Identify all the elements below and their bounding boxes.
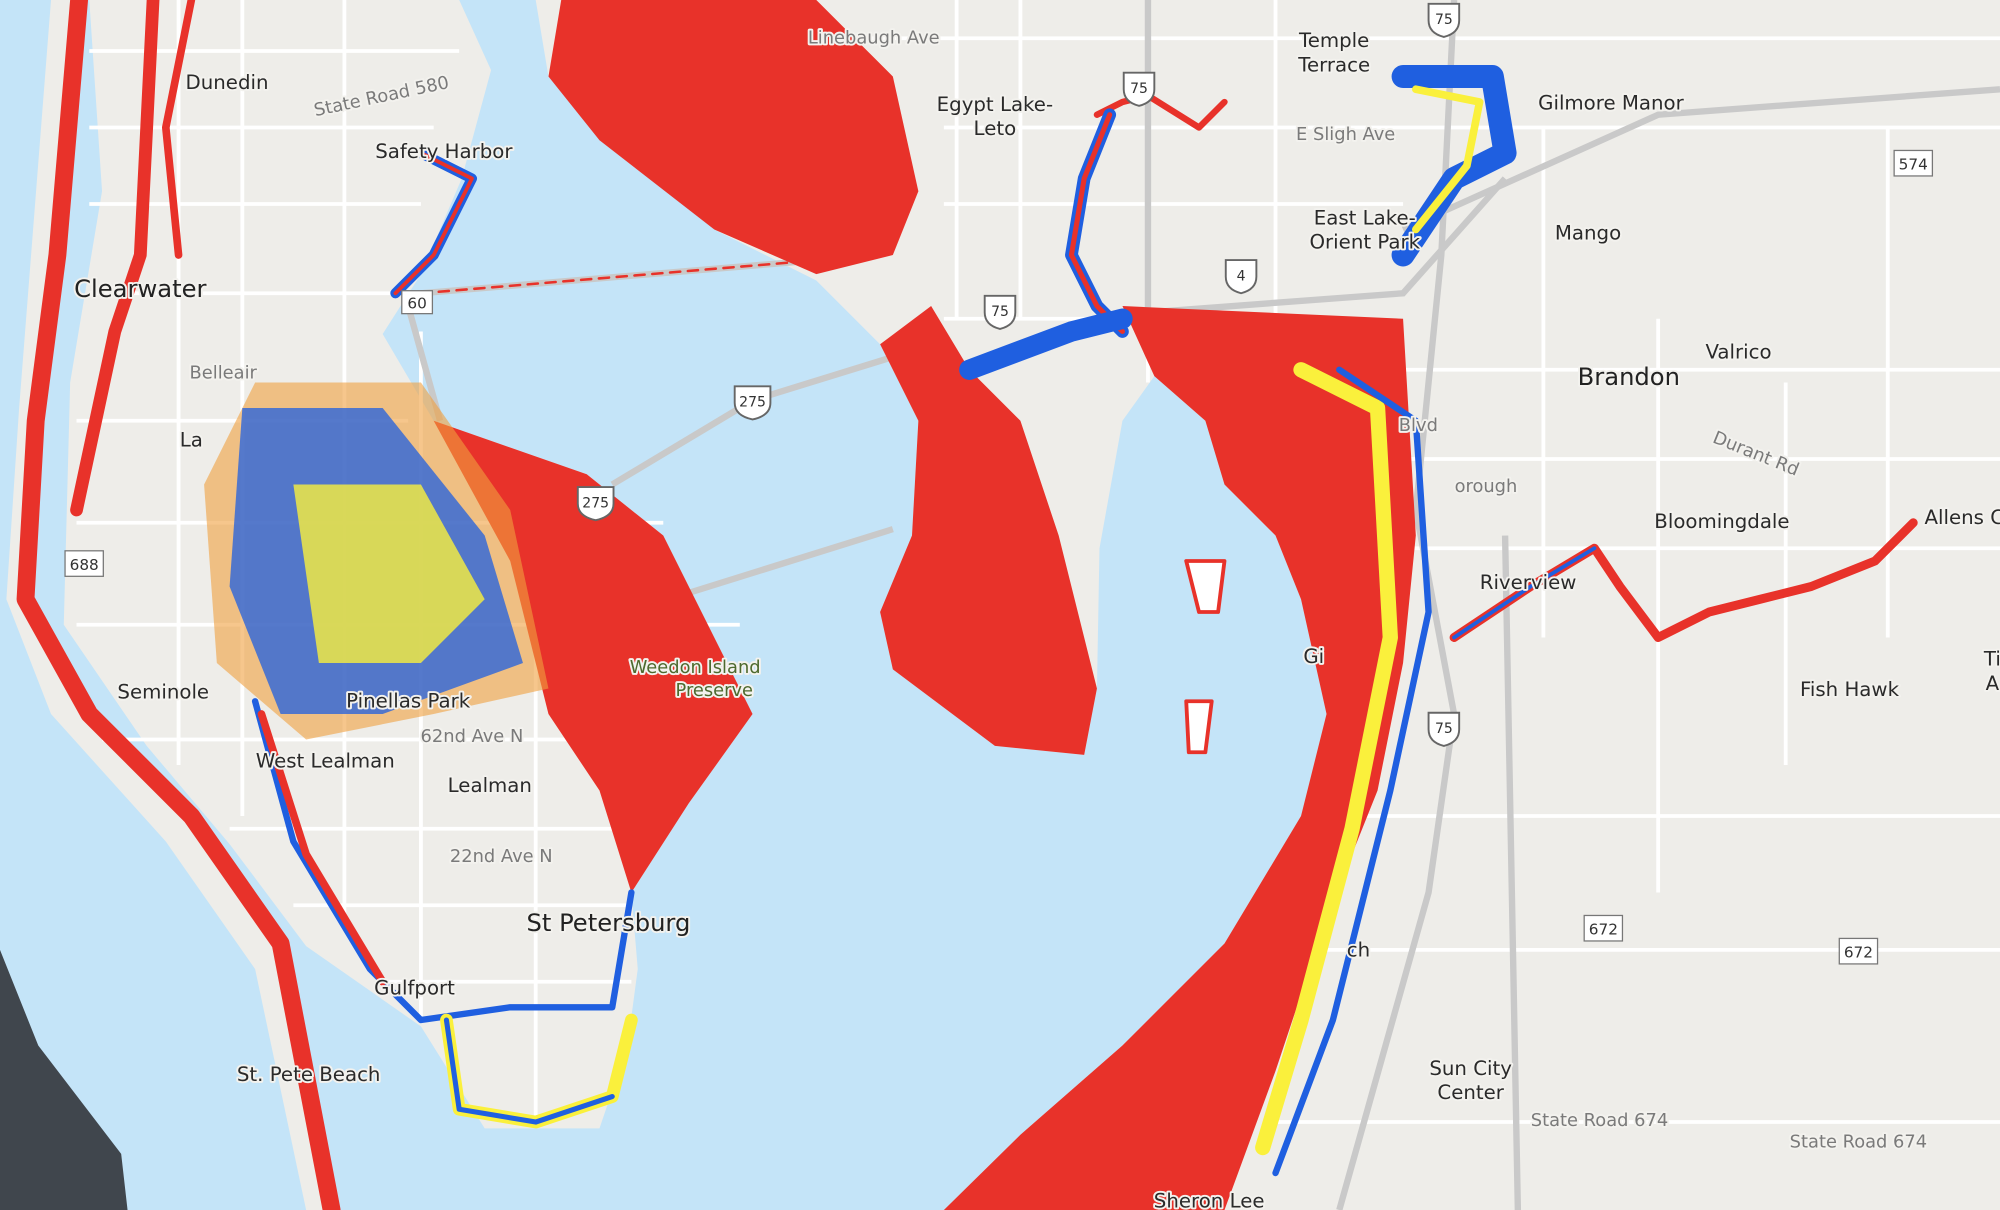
flood-zone-interbay [880,306,1097,755]
label-st-pete-beach: St. Pete Beach [237,1063,381,1086]
label-hillsborough: orough [1455,476,1518,497]
svg-text:275: 275 [739,395,766,411]
svg-text:75: 75 [1130,81,1148,97]
label-center: Center [1437,1081,1504,1104]
label-preserve: Preserve [676,680,754,701]
label-clearwater: Clearwater [74,275,206,303]
label-fish-hawk: Fish Hawk [1800,678,1900,701]
state-road-672-shield-a: 672 [1583,914,1624,942]
flood-zone-east-bay [943,306,1416,1210]
svg-text:60: 60 [407,295,426,313]
svg-text:688: 688 [70,556,99,574]
label-temple: Temple [1298,29,1369,52]
svg-text:75: 75 [1435,721,1453,737]
label-allens-creek: Allens C [1925,506,2000,529]
svg-text:275: 275 [582,495,609,511]
label-bloomingdale: Bloomingdale [1654,510,1789,533]
label-mango: Mango [1555,222,1621,245]
label-apollo-beach-partial: ch [1347,938,1370,961]
label-tierra-partial: Ti [1983,648,2000,671]
label-weedon-island: Weedon Island [630,657,761,678]
flood-overlay [16,0,1918,1210]
label-62nd-ave-n: 62nd Ave N [421,726,524,747]
label-gilmore-manor: Gilmore Manor [1538,92,1684,115]
svg-text:574: 574 [1899,156,1928,174]
label-22nd-ave-n: 22nd Ave N [450,846,553,867]
svg-text:672: 672 [1844,944,1873,962]
svg-text:672: 672 [1589,921,1618,939]
offshore-dark-area [0,949,128,1210]
svg-text:75: 75 [991,304,1009,320]
label-east-lake: East Lake- [1314,206,1416,229]
label-egypt-lake: Egypt Lake- [937,93,1053,116]
label-tierra-partial-2: A [1986,672,2000,695]
label-blvd: Blvd [1399,415,1438,436]
svg-text:75: 75 [1435,12,1453,28]
state-road-672-shield-b: 672 [1838,937,1879,965]
state-road-60-shield: 60 [401,290,434,315]
label-largo: La [180,428,203,451]
label-orient-park: Orient Park [1310,231,1421,254]
label-seminole: Seminole [117,681,209,704]
label-e-sligh-ave: E Sligh Ave [1296,124,1395,145]
label-st-petersburg: St Petersburg [526,909,690,937]
label-gibsonton-partial: Gi [1303,645,1324,668]
interstate-shields: 75 75 75 4 275 275 75 [576,2,1461,747]
land-tampa-east [535,0,2000,1210]
label-dunedin: Dunedin [186,71,269,94]
label-safety-harbor: Safety Harbor [375,140,513,163]
label-leto: Leto [974,117,1017,140]
label-lealman: Lealman [448,774,532,797]
label-terrace: Terrace [1297,53,1370,76]
label-sheron-lee: Sheron Lee [1154,1189,1265,1210]
interstate-4-shield: 4 [1224,259,1258,295]
label-state-road-674-b: State Road 674 [1790,1132,1927,1153]
state-road-688-shield: 688 [64,550,104,577]
interstate-275-shield-bridge: 275 [733,385,772,421]
flood-zone-north [548,0,919,275]
interstate-75-shield-north: 75 [1427,2,1461,38]
label-state-road-674-a: State Road 674 [1531,1110,1668,1131]
label-gulfport: Gulfport [374,977,455,1000]
label-riverview: Riverview [1480,571,1577,594]
label-sun-city: Sun City [1429,1057,1512,1080]
state-road-574-shield: 574 [1893,149,1934,177]
state-road-shields: 574 688 672 672 60 [64,149,1934,965]
interstate-75-shield-south: 75 [1427,711,1461,747]
label-west-lealman: West Lealman [256,750,395,773]
label-belleair: Belleair [190,363,258,384]
label-brandon: Brandon [1578,363,1680,391]
svg-text:4: 4 [1237,269,1246,285]
interstate-75-shield-west: 75 [983,294,1017,330]
interstate-275-shield-stpete: 275 [576,486,615,522]
label-pinellas-park: Pinellas Park [346,690,471,713]
interstate-75-shield-tampa: 75 [1122,71,1156,107]
label-valrico: Valrico [1705,340,1771,363]
label-linebaugh-ave: Linebaugh Ave [808,27,940,48]
